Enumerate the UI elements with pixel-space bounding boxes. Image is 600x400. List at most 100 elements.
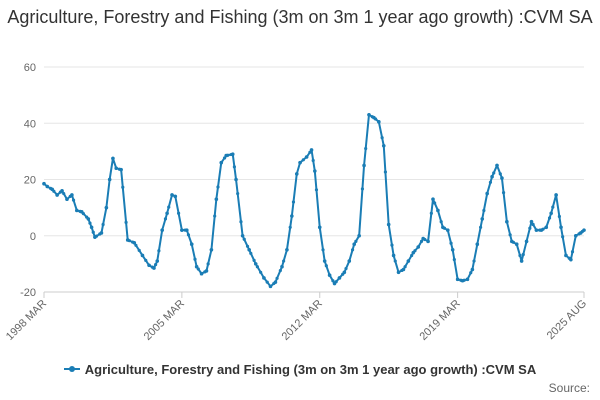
data-point[interactable] [362, 163, 366, 168]
series-marker [377, 120, 381, 124]
data-point[interactable] [559, 225, 563, 230]
series-marker [449, 241, 453, 245]
data-point[interactable] [381, 143, 386, 148]
series-marker [265, 280, 269, 284]
y-tick-label: 40 [24, 118, 36, 130]
series-marker [193, 257, 197, 261]
series-marker [85, 215, 89, 219]
x-tick-label: 2025 AUG [545, 298, 589, 342]
data-point[interactable] [89, 225, 94, 230]
data-point[interactable] [234, 177, 238, 182]
series-marker [462, 278, 466, 282]
data-point[interactable] [247, 248, 251, 252]
series-marker [541, 227, 545, 231]
data-point[interactable] [155, 259, 160, 263]
series-marker [173, 194, 177, 198]
series-marker [482, 208, 486, 213]
data-point[interactable] [529, 219, 534, 224]
series-marker [78, 209, 82, 213]
series-marker [114, 166, 118, 170]
series-marker [275, 276, 279, 280]
series-marker [245, 244, 250, 248]
series-marker [154, 262, 158, 267]
data-point[interactable] [253, 262, 258, 266]
series-marker [239, 220, 243, 224]
series-marker [465, 277, 470, 281]
series-marker [515, 242, 519, 246]
series-marker [216, 185, 220, 189]
series-marker [390, 243, 394, 247]
series-marker [101, 222, 105, 227]
data-point[interactable] [290, 214, 294, 218]
series-marker [104, 206, 108, 210]
data-point[interactable] [480, 217, 485, 221]
data-point[interactable] [519, 259, 524, 263]
series-marker [475, 242, 479, 246]
series-marker [295, 172, 299, 176]
series-marker [561, 235, 565, 239]
series-line[interactable] [43, 113, 585, 288]
data-point[interactable] [470, 267, 475, 272]
series-marker [305, 155, 309, 159]
series-marker [393, 259, 397, 263]
series-marker [337, 276, 342, 280]
data-point[interactable] [490, 174, 494, 179]
series-marker [288, 225, 292, 229]
series-marker [501, 191, 506, 195]
series-marker [48, 186, 53, 191]
series-marker [544, 225, 548, 229]
data-point[interactable] [165, 211, 169, 216]
series-marker [557, 214, 561, 219]
data-point[interactable] [450, 248, 455, 252]
x-tick-label: 2005 MAR [142, 298, 187, 343]
series-marker [314, 188, 319, 192]
series-marker [383, 170, 387, 174]
series-marker [531, 222, 535, 227]
series-marker [551, 205, 555, 209]
series-marker [167, 205, 171, 209]
data-point[interactable] [240, 233, 245, 238]
series-marker [91, 230, 95, 234]
series-marker [52, 189, 56, 193]
y-tick-label: 0 [30, 231, 36, 243]
data-point[interactable] [214, 197, 219, 201]
series-marker [213, 214, 217, 218]
series-marker [117, 167, 122, 171]
series-layer[interactable] [42, 113, 586, 289]
data-point[interactable] [352, 242, 357, 246]
series-marker [199, 272, 204, 276]
series-marker [331, 279, 335, 283]
data-point[interactable] [313, 169, 317, 173]
series-marker [219, 161, 223, 165]
series-marker [68, 194, 72, 198]
series-marker [308, 150, 312, 154]
data-point[interactable] [549, 211, 553, 216]
data-point[interactable] [194, 264, 199, 269]
data-point[interactable] [391, 253, 396, 258]
series-marker [341, 272, 345, 276]
series-marker [209, 248, 214, 252]
data-point[interactable] [431, 197, 435, 201]
data-point[interactable] [309, 148, 314, 152]
data-point[interactable] [280, 264, 284, 269]
legend-label: Agriculture, Forestry and Fishing (3m on… [84, 362, 537, 377]
series-marker [567, 256, 571, 260]
series-marker [403, 265, 407, 269]
series-marker [203, 270, 207, 274]
series-marker [278, 268, 282, 273]
data-point[interactable] [322, 259, 327, 263]
series-marker [127, 239, 131, 243]
series-marker [364, 146, 368, 151]
series-marker [498, 172, 502, 176]
data-point[interactable] [500, 176, 504, 180]
series-marker [360, 187, 365, 191]
legend[interactable]: Agriculture, Forestry and Fishing (3m on… [0, 362, 600, 377]
series-marker [423, 237, 427, 242]
series-marker [380, 136, 384, 140]
series-marker [564, 253, 568, 258]
series-marker [367, 113, 371, 117]
series-marker [229, 152, 233, 157]
series-marker [147, 263, 151, 267]
x-tick-label: 2012 MAR [280, 298, 325, 343]
